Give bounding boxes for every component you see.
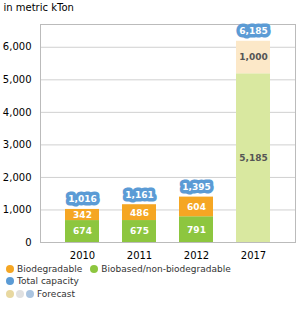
svg-text:1,395: 1,395 xyxy=(182,182,210,192)
svg-text:675: 675 xyxy=(130,226,149,236)
svg-text:1,161: 1,161 xyxy=(125,190,153,200)
svg-text:5,000: 5,000 xyxy=(3,74,32,85)
svg-text:791: 791 xyxy=(187,225,206,235)
html-text:Biobased/non-biodegradable: Biobased/non-biodegradable xyxy=(101,264,231,274)
svg-text:604: 604 xyxy=(187,202,206,212)
svg-text:2,000: 2,000 xyxy=(3,172,32,183)
html-text:Biodegradable: Biodegradable xyxy=(17,264,83,274)
svg-text:486: 486 xyxy=(130,208,149,218)
svg-text:6,000: 6,000 xyxy=(3,41,32,52)
svg-text:1,016: 1,016 xyxy=(68,194,96,204)
svg-text:2012: 2012 xyxy=(184,250,209,261)
svg-text:674: 674 xyxy=(73,226,92,236)
svg-text:1,000: 1,000 xyxy=(239,52,267,62)
svg-text:342: 342 xyxy=(73,210,92,220)
svg-text:0: 0 xyxy=(25,237,31,248)
html-text:Total capacity: Total capacity xyxy=(17,276,79,286)
svg-text:6,185: 6,185 xyxy=(239,26,267,36)
svg-text:2017: 2017 xyxy=(241,250,266,261)
svg-text:2011: 2011 xyxy=(127,250,152,261)
svg-text:3,000: 3,000 xyxy=(3,139,32,150)
svg-text:2010: 2010 xyxy=(70,250,95,261)
svg-text:5,185: 5,185 xyxy=(239,153,267,163)
svg-text:1,000: 1,000 xyxy=(3,204,32,215)
html-text:Forecast: Forecast xyxy=(37,289,76,299)
svg-text:in metric kTon: in metric kTon xyxy=(4,2,74,13)
svg-text:4,000: 4,000 xyxy=(3,107,32,118)
